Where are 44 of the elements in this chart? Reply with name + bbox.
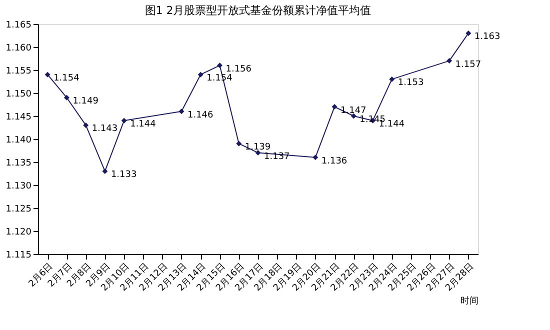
data-label: 1.154 <box>54 74 80 84</box>
y-tick-label: 1.165 <box>6 20 32 30</box>
data-label: 1.149 <box>72 96 99 107</box>
data-label: 1.163 <box>474 32 500 42</box>
point <box>102 168 108 174</box>
point <box>389 76 395 82</box>
point <box>466 30 472 36</box>
y-tick-label: 1.135 <box>6 158 32 168</box>
point <box>64 94 70 100</box>
y-tick-label: 1.115 <box>6 250 32 260</box>
point <box>332 104 338 110</box>
data-label: 1.133 <box>110 170 137 180</box>
y-tick-label: 1.145 <box>6 112 32 122</box>
point <box>255 150 261 156</box>
y-tick-label: 1.160 <box>6 44 32 54</box>
y-tick-label: 1.125 <box>6 204 32 214</box>
data-label: 1.156 <box>226 64 252 74</box>
point <box>178 108 184 114</box>
point <box>198 72 204 78</box>
data-label: 1.144 <box>378 120 405 130</box>
y-tick-label: 1.150 <box>6 90 32 100</box>
chart-title: 图1 2月股票型开放式基金份额累计净值平均值 <box>144 4 372 17</box>
y-tick-label: 1.155 <box>6 66 32 76</box>
data-label: 1.136 <box>321 156 348 166</box>
data-label: 1.137 <box>264 152 290 162</box>
point <box>350 113 356 119</box>
data-label: 1.139 <box>244 142 271 153</box>
y-tick-label: 1.120 <box>6 228 32 238</box>
data-label: 1.157 <box>455 60 482 70</box>
point <box>217 62 222 68</box>
data-label: 1.143 <box>92 124 118 134</box>
data-label: 1.146 <box>187 110 214 120</box>
data-label: 1.153 <box>398 78 424 88</box>
y-tick-label: 1.130 <box>6 182 32 192</box>
data-label: 1.147 <box>340 106 366 116</box>
point <box>44 72 50 78</box>
point <box>446 58 452 64</box>
data-label: 1.144 <box>130 120 156 130</box>
point <box>312 154 318 160</box>
point <box>236 140 242 146</box>
point <box>121 118 127 124</box>
y-tick-label: 1.140 <box>6 136 32 146</box>
x-axis-title: 时间 <box>460 296 478 307</box>
point <box>83 122 89 128</box>
